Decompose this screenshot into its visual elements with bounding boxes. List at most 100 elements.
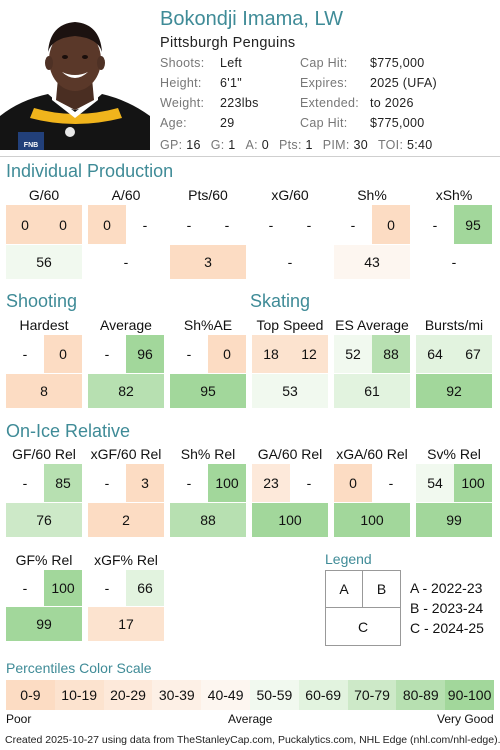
metric-cell-b: 3 [126, 464, 164, 502]
stat-value: 0 [257, 138, 269, 152]
legend-box-c: C [325, 607, 401, 646]
metric-cell-c: 92 [416, 374, 492, 408]
metric-cell-b: 100 [44, 570, 82, 606]
metric-label: xG/60 [271, 187, 309, 203]
scale-cell: 30-39 [152, 680, 202, 710]
metric-label: xGF% Rel [94, 552, 158, 568]
stat-label: G: [210, 138, 225, 152]
legend-box-a: A [325, 570, 363, 608]
metric-label: Sh% Rel [180, 446, 236, 462]
metric-cell-b: 96 [126, 335, 164, 373]
metric-cell-a: - [88, 335, 126, 373]
metric-cell-b: 0 [208, 335, 246, 373]
metric-cell-a: 0 [88, 205, 126, 244]
stat-value: 5:40 [403, 138, 433, 152]
metric-cell-a: - [6, 464, 44, 502]
metric-cell-b: 0 [372, 205, 410, 244]
stat-value: 16 [182, 138, 201, 152]
contract-value: $775,000 [370, 116, 425, 130]
metric-cell-a: 64 [416, 335, 454, 373]
metric-cell-b: - [126, 205, 164, 244]
metric-cell-a: - [170, 205, 208, 244]
metric-label: ES Average [335, 317, 409, 333]
metric-cell-b: 0 [44, 335, 82, 373]
metric-label: Hardest [19, 317, 69, 333]
metric-cell-b: 12 [290, 335, 328, 373]
scale-label-very-good: Very Good [437, 712, 494, 726]
section-title-individual-production: Individual Production [6, 161, 174, 181]
metric-label: GF/60 Rel [12, 446, 76, 462]
stat-label: GP: [160, 138, 183, 152]
contract-value: $775,000 [370, 56, 425, 70]
metric-label: Sv% Rel [427, 446, 481, 462]
metric-cell-c: 99 [416, 503, 492, 537]
metric-label: GA/60 Rel [257, 446, 323, 462]
metric-cell-c: 2 [88, 503, 164, 537]
metric-cell-c: 100 [252, 503, 328, 537]
info-label: Height: [160, 76, 202, 90]
metric-cell-c: 3 [170, 245, 246, 279]
metric-cell-a: 18 [252, 335, 290, 373]
metric-cell-c: - [252, 245, 328, 279]
scale-cell: 10-19 [54, 680, 104, 710]
contract-label: Expires: [300, 76, 348, 90]
info-value: 6'1" [220, 76, 242, 90]
metric-cell-c: 53 [252, 374, 328, 408]
info-label: Weight: [160, 96, 205, 110]
metric-label: A/60 [111, 187, 141, 203]
scale-cell: 50-59 [250, 680, 299, 710]
info-label: Shoots: [160, 56, 205, 70]
metric-cell-b: 0 [44, 205, 82, 244]
metric-cell-a: - [88, 570, 126, 606]
scale-cell: 80-89 [396, 680, 446, 710]
contract-label: Cap Hit: [300, 116, 348, 130]
metric-label: Pts/60 [188, 187, 228, 203]
legend-item-a: A - 2022-23 [410, 580, 483, 596]
stat-label: PIM: [322, 138, 350, 152]
metric-cell-a: - [88, 464, 126, 502]
stat-value: 30 [349, 138, 368, 152]
scale-cell: 40-49 [201, 680, 250, 710]
legend-title: Legend [325, 551, 372, 567]
metric-cell-a: 0 [334, 464, 372, 502]
metric-cell-b: - [290, 205, 328, 244]
player-photo: FNB [0, 8, 150, 150]
section-title-shooting: Shooting [6, 291, 78, 311]
metric-cell-b: 66 [126, 570, 164, 606]
scale-cell: 0-9 [6, 680, 55, 710]
footer-credits: Created 2025-10-27 using data from TheSt… [5, 734, 500, 746]
stat-label: TOI: [377, 138, 404, 152]
metric-label: Bursts/mi [424, 317, 484, 333]
metric-label: Average [100, 317, 152, 333]
metric-cell-a: 54 [416, 464, 454, 502]
metric-cell-b: - [372, 464, 410, 502]
metric-cell-b: 100 [454, 464, 492, 502]
metric-label: GF% Rel [15, 552, 73, 568]
metric-cell-b: 67 [454, 335, 492, 373]
section-title-skating: Skating [250, 291, 311, 311]
section-title-on-ice-relative: On-Ice Relative [6, 421, 131, 441]
metric-cell-b: 100 [208, 464, 246, 502]
contract-label: Cap Hit: [300, 56, 348, 70]
metric-cell-c: 82 [88, 374, 164, 408]
legend-item-b: B - 2023-24 [410, 600, 484, 616]
metric-cell-c: 8 [6, 374, 82, 408]
scale-label-poor: Poor [6, 712, 32, 726]
metric-cell-a: - [334, 205, 372, 244]
metric-cell-c: 100 [334, 503, 410, 537]
scale-cell: 70-79 [347, 680, 397, 710]
metric-cell-c: 61 [334, 374, 410, 408]
metric-label: xSh% [435, 187, 473, 203]
player-name: Bokondji Imama, LW [160, 8, 344, 30]
stat-value: 1 [301, 138, 313, 152]
legend-item-c: C - 2024-25 [410, 620, 484, 636]
metric-cell-b: - [208, 205, 246, 244]
percentile-scale-title: Percentiles Color Scale [6, 660, 152, 676]
metric-cell-a: - [170, 335, 208, 373]
metric-label: Sh%AE [183, 317, 233, 333]
metric-cell-c: 95 [170, 374, 246, 408]
scale-label-average: Average [228, 712, 273, 726]
metric-cell-a: 23 [252, 464, 290, 502]
metric-cell-a: 52 [334, 335, 372, 373]
metric-cell-b: 95 [454, 205, 492, 244]
